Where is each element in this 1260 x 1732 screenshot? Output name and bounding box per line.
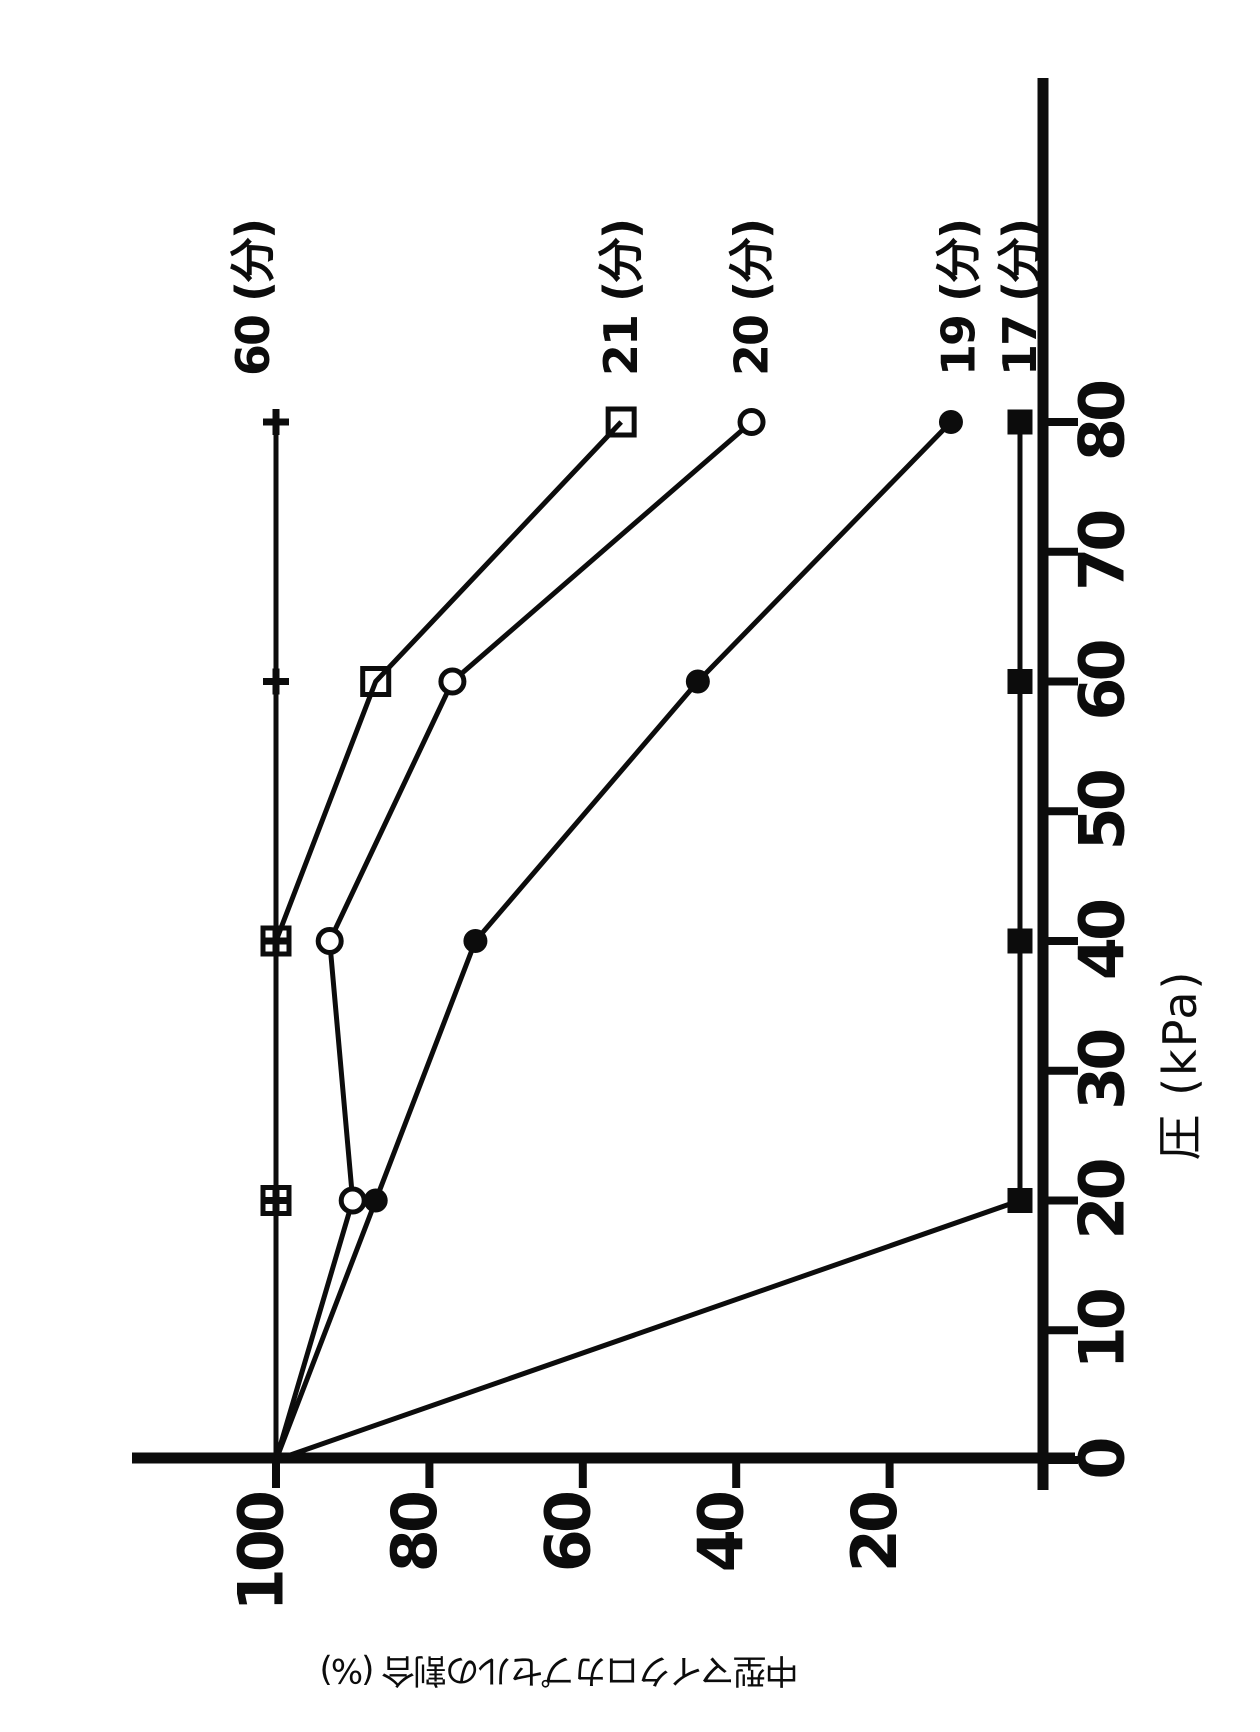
markers-19分-circle-filled-icon [363, 410, 963, 1213]
series-label-60分: 60 (分) [226, 220, 280, 376]
x-tick-label: 70 [1066, 511, 1139, 591]
series-lines [273, 409, 1023, 1463]
x-tick-label: 50 [1066, 770, 1139, 850]
y-tick-label: 60 [531, 1492, 604, 1572]
y-tick-label: 100 [225, 1492, 298, 1611]
series-labels: 60 (分) 21 (分) 20 (分) 19 (分) 17 (分) [226, 220, 1047, 376]
axes: 0 10 20 30 40 50 60 70 80 20 40 60 80 100 圧 (kPa) 中型マイク… [132, 78, 1207, 1690]
series-label-20分: 20 (分) [725, 220, 779, 376]
y-tick-label: 20 [838, 1492, 911, 1572]
markers-17分-square-filled-icon [1007, 409, 1033, 1213]
series-label-17分: 17 (分) [993, 220, 1047, 376]
y-tick-label: 40 [685, 1492, 758, 1572]
x-tick-label: 30 [1066, 1030, 1139, 1110]
x-tick-label: 60 [1066, 641, 1139, 721]
series-label-19分: 19 (分) [932, 220, 986, 376]
x-tick-label: 80 [1066, 381, 1139, 461]
markers-20分-circle-open-icon [315, 408, 766, 1215]
x-tick-label: 0 [1066, 1439, 1139, 1480]
markers-60分-plus-icon [263, 409, 289, 1214]
series-line-19分 [273, 420, 953, 1461]
y-axis-title: 中型マイクロカプセルの割合 (%) [322, 1650, 799, 1690]
series-markers [260, 406, 1033, 1216]
x-tick-label: 10 [1066, 1289, 1139, 1369]
y-tick-label: 80 [378, 1492, 451, 1572]
series-line-17分 [275, 422, 1023, 1463]
series-line-20分 [273, 420, 754, 1461]
x-axis-title: 圧 (kPa) [1153, 969, 1207, 1160]
x-tick-label: 40 [1066, 900, 1139, 980]
series-label-21分: 21 (分) [594, 220, 648, 376]
x-tick-label: 20 [1066, 1160, 1139, 1240]
markers-21分-square-open-icon [260, 406, 637, 1216]
